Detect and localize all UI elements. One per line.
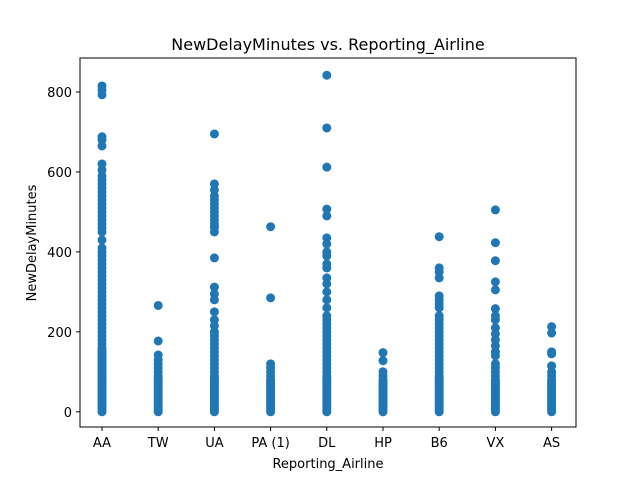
data-point (209, 179, 219, 189)
data-point (490, 323, 500, 333)
data-point (209, 289, 219, 299)
data-point (434, 291, 444, 301)
data-point (209, 282, 219, 292)
data-point (490, 285, 500, 295)
y-tick-label: 800 (47, 86, 72, 101)
data-point (322, 295, 332, 305)
data-point (490, 238, 500, 248)
data-point (322, 247, 332, 257)
y-tick-label: 200 (47, 326, 72, 341)
x-axis-label: Reporting_Airline (272, 457, 383, 472)
y-axis: 0 200 400 600 800 (47, 86, 80, 421)
x-tick-label: UA (205, 436, 224, 451)
x-tick-label: AA (93, 436, 111, 451)
data-point (266, 222, 276, 232)
y-tick-label: 600 (47, 166, 72, 181)
data-point (547, 322, 557, 332)
x-tick-label: AS (543, 436, 560, 451)
data-point (97, 81, 107, 91)
data-point (266, 359, 276, 369)
data-point (378, 356, 388, 366)
x-tick-label: VX (486, 436, 504, 451)
data-point (547, 361, 557, 371)
data-point (434, 311, 444, 321)
data-point (97, 235, 107, 245)
data-point (434, 232, 444, 242)
data-point (434, 263, 444, 273)
x-tick-label: PA (1) (251, 436, 289, 451)
data-point (209, 315, 219, 325)
data-point (209, 129, 219, 139)
data-point (322, 273, 332, 283)
data-point (490, 277, 500, 287)
data-point (266, 293, 276, 303)
data-point (322, 204, 332, 214)
data-point (322, 123, 332, 133)
data-point (322, 303, 332, 313)
data-point (97, 159, 107, 169)
data-point (378, 367, 388, 377)
chart-title: NewDelayMinutes vs. Reporting_Airline (171, 35, 484, 55)
x-tick-label: B6 (431, 436, 448, 451)
data-point (322, 311, 332, 321)
x-tick-label: DL (318, 436, 336, 451)
data-point (153, 350, 163, 360)
y-tick-label: 400 (47, 246, 72, 261)
data-point (322, 259, 332, 269)
data-point (153, 300, 163, 310)
data-point (322, 233, 332, 243)
data-point (322, 162, 332, 172)
y-tick-label: 0 (64, 406, 72, 421)
data-point (490, 205, 500, 215)
y-axis-label: NewDelayMinutes (25, 184, 40, 301)
plot-frame (79, 57, 577, 428)
x-tick-label: HP (374, 436, 392, 451)
data-point (378, 348, 388, 358)
data-point (209, 307, 219, 317)
data-point (547, 347, 557, 357)
data-point (490, 304, 500, 314)
data-point (97, 132, 107, 142)
data-point (490, 359, 500, 369)
data-point (153, 336, 163, 346)
data-point (322, 70, 332, 80)
data-point (97, 243, 107, 253)
data-point (490, 256, 500, 266)
data-point (322, 287, 332, 297)
data-point (547, 328, 557, 338)
x-tick-label: TW (147, 436, 169, 451)
data-point (322, 211, 332, 221)
x-axis: AA TW UA PA (1) DL HP B6 VX AS (93, 427, 560, 451)
data-points (97, 70, 557, 417)
data-point (490, 311, 500, 321)
data-point (209, 253, 219, 263)
